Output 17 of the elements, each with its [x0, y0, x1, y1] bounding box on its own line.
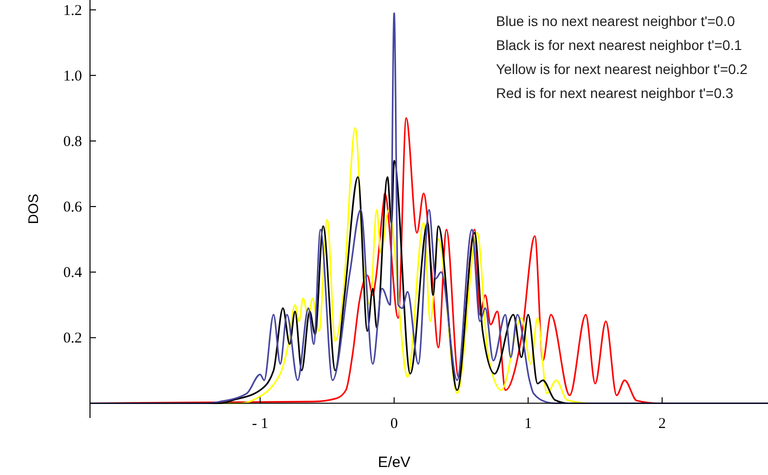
y-tick-label: 0.6: [63, 200, 82, 216]
x-axis-title: E/eV: [378, 454, 410, 471]
y-tick-label: 0.8: [63, 134, 82, 150]
annotation: Yellow is for next nearest neighbor t'=0.2: [496, 61, 748, 77]
annotation: Black is for next nearest neighbor t'=0.1: [496, 37, 742, 53]
x-tick-label: - 1: [252, 416, 268, 432]
line-series: [89, 12, 768, 404]
y-tick-label: 1.0: [63, 68, 82, 84]
y-axis-title: DOS: [25, 194, 41, 224]
x-tick-label: 2: [658, 416, 666, 432]
y-tick-label: 0.4: [63, 265, 82, 282]
annotation: Red is for next nearest neighbor t'=0.3: [496, 85, 734, 101]
x-tick-label: 0: [390, 416, 398, 432]
x-tick-label: 1: [524, 416, 532, 432]
y-tick-label: 1.2: [63, 2, 82, 19]
annotation: Blue is no next nearest neighbor t'=0.0: [496, 13, 736, 29]
y-tick-label: 0.2: [63, 330, 82, 347]
